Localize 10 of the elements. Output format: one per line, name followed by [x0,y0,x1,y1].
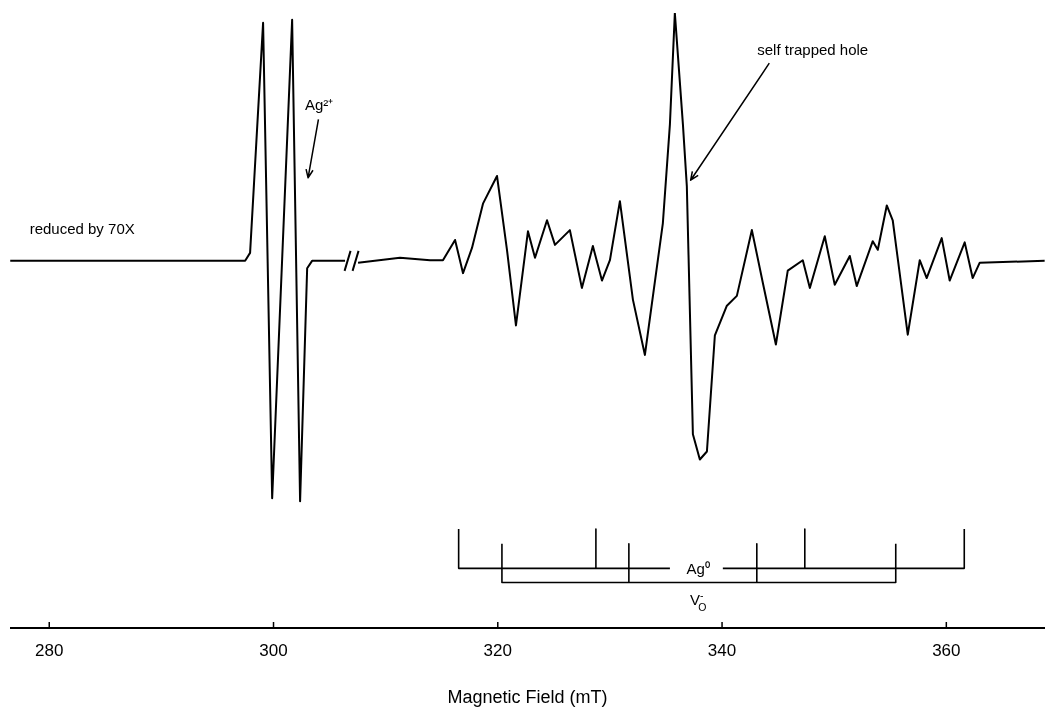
x-tick-label: 320 [483,641,512,660]
annotation: Ag⁰ [686,559,710,577]
annotation: Ag²⁺ [304,96,334,114]
x-tick-label: 280 [35,641,64,660]
x-tick-label: 360 [932,641,961,660]
annotation: reduced by 70X [29,220,135,238]
annotation: self trapped hole [757,41,869,59]
x-tick-label: 340 [707,641,737,660]
x-tick-label: 300 [259,641,288,660]
x-axis-title: Magnetic Field (mT) [447,687,608,707]
